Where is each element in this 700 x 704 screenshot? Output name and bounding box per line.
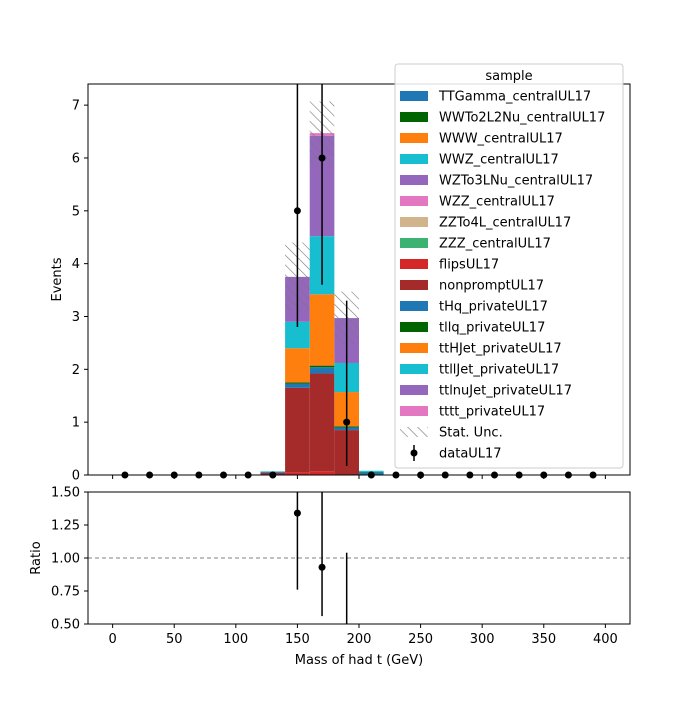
legend-label: flipsUL17 xyxy=(439,258,499,273)
bar-segment xyxy=(285,387,310,473)
legend-label: WWTo2L2Nu_centralUL17 xyxy=(439,111,605,126)
y-tick-label: 3 xyxy=(72,310,80,325)
ratio-y-axis-label: Ratio xyxy=(29,541,44,574)
ratio-y-tick-label: 0.50 xyxy=(51,618,80,633)
x-tick-label: 250 xyxy=(408,632,433,647)
legend-label: tttt_privateUL17 xyxy=(439,405,545,420)
y-tick-label: 1 xyxy=(72,416,80,431)
y-tick-label: 4 xyxy=(72,257,80,272)
legend-label: ttllJet_privateUL17 xyxy=(439,363,559,378)
legend-swatch xyxy=(400,154,428,164)
legend-swatch xyxy=(400,238,428,248)
legend-swatch xyxy=(400,406,428,416)
y-tick-label: 5 xyxy=(72,204,80,219)
ratio-y-tick-label: 1.50 xyxy=(51,486,80,501)
legend-swatch xyxy=(400,175,428,185)
ratio-y-tick-label: 1.25 xyxy=(51,519,80,534)
legend-swatch xyxy=(400,112,428,122)
data-point xyxy=(293,207,301,215)
legend-swatch xyxy=(400,217,428,227)
bar-segment xyxy=(285,382,310,384)
main-plot: 0 1 2 3 4 5 6 7 Events xyxy=(50,83,631,484)
legend-label: ttlnuJet_privateUL17 xyxy=(439,384,572,399)
legend-swatch xyxy=(400,133,428,143)
y-tick-label: 6 xyxy=(72,151,80,166)
legend-label: WZTo3LNu_centralUL17 xyxy=(439,174,593,189)
y-axis-label: Events xyxy=(50,257,65,301)
legend-swatch xyxy=(400,343,428,353)
x-tick-label: 350 xyxy=(531,632,556,647)
bar-segment xyxy=(309,365,335,368)
x-tick-label: 300 xyxy=(470,632,495,647)
legend-label: TTGamma_centralUL17 xyxy=(438,90,591,105)
legend-box xyxy=(394,63,624,469)
legend-swatch xyxy=(400,280,428,290)
bar-segment xyxy=(285,348,310,383)
x-axis-label: Mass of had t (GeV) xyxy=(295,653,423,668)
legend-title: sample xyxy=(485,69,532,84)
legend-label: ZZZ_centralUL17 xyxy=(439,237,551,252)
ratio-point xyxy=(318,563,326,571)
x-tick-label: 150 xyxy=(285,632,310,647)
y-tick-label: 2 xyxy=(72,363,80,378)
bar-segment xyxy=(285,383,310,388)
data-point xyxy=(318,154,326,162)
x-tick-label: 0 xyxy=(108,632,116,647)
y-tick-label: 0 xyxy=(72,469,80,484)
ratio-point xyxy=(293,509,301,517)
ratio-y-tick-label: 1.00 xyxy=(51,552,80,567)
bar-segment xyxy=(309,373,335,472)
legend-label: ZZTo4L_centralUL17 xyxy=(439,216,571,231)
ratio-axes-frame xyxy=(87,491,631,625)
ratio-plot: 0.50 0.75 1.00 1.25 1.50 0 50 100 150 200 250 300 35… xyxy=(29,486,631,668)
bar-segment xyxy=(309,367,335,374)
legend-swatch xyxy=(400,301,428,311)
legend-swatch xyxy=(400,196,428,206)
legend-label: Stat. Unc. xyxy=(439,426,503,441)
legend-label: tllq_privateUL17 xyxy=(439,321,545,336)
legend-swatch xyxy=(400,385,428,395)
x-tick-label: 100 xyxy=(223,632,248,647)
y-tick-label: 7 xyxy=(72,99,80,114)
legend-label: WZZ_centralUL17 xyxy=(439,195,555,210)
bar-segment xyxy=(359,470,384,472)
legend-swatch xyxy=(400,322,428,332)
legend-swatch xyxy=(400,91,428,101)
legend-label: dataUL17 xyxy=(439,447,502,462)
data-point xyxy=(343,418,351,426)
legend-label: nonpromptUL17 xyxy=(439,279,544,294)
legend-label: ttHJet_privateUL17 xyxy=(439,342,562,357)
legend-label: WWW_centralUL17 xyxy=(439,132,563,147)
x-tick-label: 50 xyxy=(166,632,183,647)
legend: sample TTGamma_centralUL17 WWTo2L2Nu_centr… xyxy=(394,63,624,469)
legend-data-marker xyxy=(410,449,418,457)
legend-swatch-stat-unc xyxy=(400,427,428,437)
bar-segment xyxy=(309,471,335,475)
x-tick-label: 200 xyxy=(347,632,372,647)
legend-label: WWZ_centralUL17 xyxy=(439,153,559,168)
legend-swatch xyxy=(400,364,428,374)
legend-swatch xyxy=(400,259,428,269)
bar-segment xyxy=(285,472,310,475)
legend-label: tHq_privateUL17 xyxy=(439,300,548,315)
bar-segment xyxy=(309,294,335,366)
ratio-y-tick-label: 0.75 xyxy=(51,585,80,600)
x-tick-label: 400 xyxy=(593,632,618,647)
